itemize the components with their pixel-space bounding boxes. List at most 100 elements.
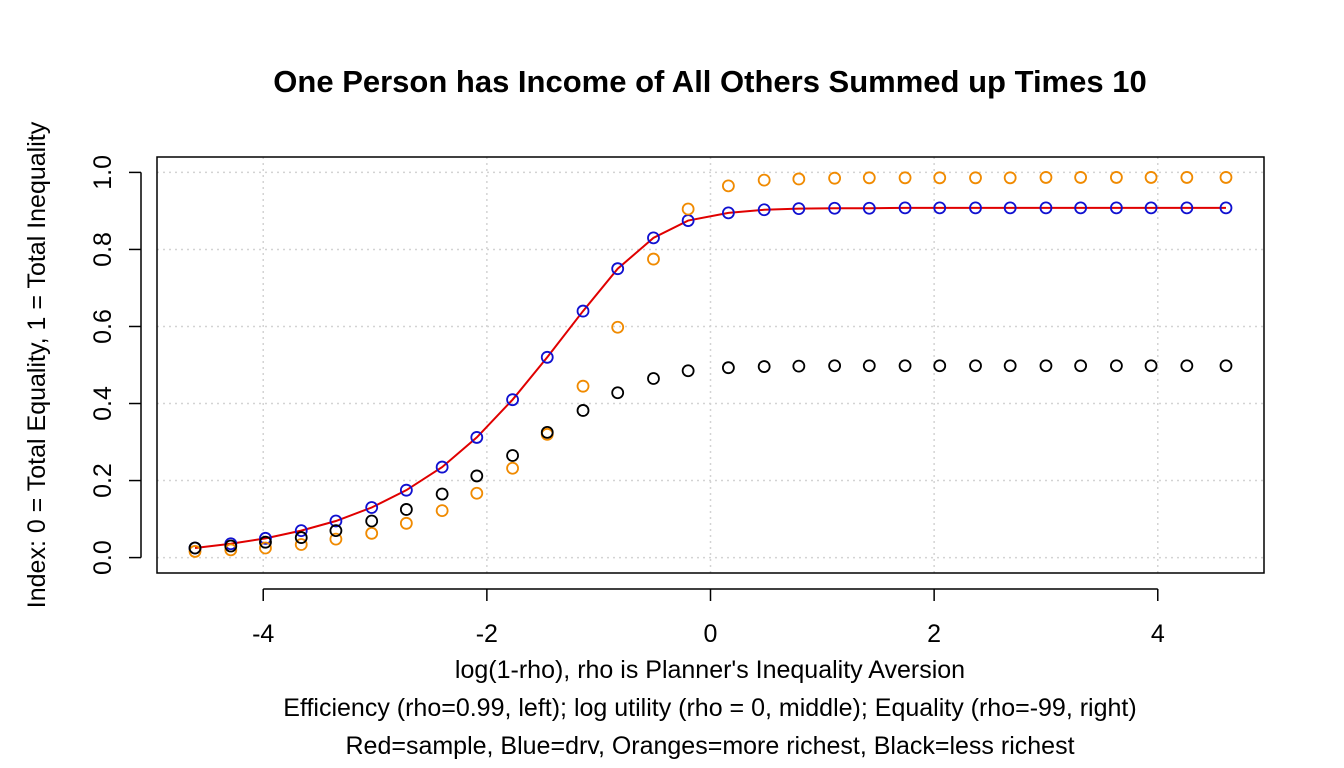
- data-point: [647, 372, 660, 385]
- data-point: [399, 503, 413, 516]
- data-point: [933, 171, 947, 185]
- x-tick-label: -2: [476, 620, 498, 648]
- data-point: [1110, 359, 1123, 373]
- data-point: [576, 404, 590, 417]
- data-point: [792, 359, 806, 373]
- data-point: [1219, 201, 1233, 215]
- data-point: [1003, 201, 1017, 215]
- y-tick-label: 0.4: [89, 386, 117, 421]
- data-point: [1110, 171, 1123, 184]
- data-point: [757, 203, 771, 217]
- data-point: [1110, 201, 1123, 215]
- chart-title: One Person has Income of All Others Summ…: [273, 64, 1146, 99]
- data-point: [294, 538, 308, 551]
- data-point: [329, 524, 343, 538]
- data-point: [721, 206, 735, 220]
- data-point: [1039, 359, 1053, 373]
- points-black: [188, 359, 1233, 555]
- x-tick-label: 4: [1151, 620, 1165, 648]
- data-point: [969, 359, 982, 373]
- data-point: [540, 426, 554, 439]
- data-point: [1039, 171, 1053, 184]
- data-point: [259, 541, 272, 555]
- data-point: [792, 202, 806, 216]
- data-point: [576, 304, 590, 318]
- data-point: [399, 483, 413, 497]
- data-point: [435, 487, 449, 501]
- data-point: [506, 461, 519, 475]
- data-point: [898, 171, 912, 185]
- data-point: [188, 545, 202, 558]
- data-point: [1144, 359, 1158, 373]
- data-point: [1003, 359, 1017, 373]
- y-tick-label: 0.2: [89, 463, 117, 498]
- data-point: [969, 171, 982, 185]
- data-point: [1219, 171, 1233, 184]
- data-point: [1074, 201, 1088, 215]
- data-point: [1003, 171, 1017, 185]
- x-axis: -4 -2 0 2 4: [252, 588, 1165, 648]
- series-line: [194, 206, 1226, 549]
- data-point: [399, 516, 413, 530]
- data-point: [611, 320, 625, 334]
- data-point: [1074, 171, 1088, 184]
- x-tick-label: 2: [927, 620, 941, 648]
- x-tick-label: 0: [704, 620, 718, 648]
- data-point: [224, 539, 238, 553]
- data-point: [611, 386, 625, 400]
- data-point: [611, 262, 625, 276]
- data-point: [470, 486, 484, 500]
- data-point: [506, 449, 519, 462]
- x-axis-label-line3: Red=sample, Blue=drv, Oranges=more riche…: [345, 732, 1074, 760]
- grid-lines: [157, 157, 1264, 573]
- data-point: [365, 514, 379, 528]
- data-point: [259, 535, 272, 549]
- data-point: [898, 359, 912, 373]
- data-point: [721, 179, 735, 193]
- data-point: [188, 541, 202, 555]
- data-point: [329, 532, 343, 546]
- y-tick-label: 0.8: [89, 232, 117, 267]
- data-point: [828, 171, 842, 185]
- data-point: [721, 361, 735, 375]
- data-point: [1039, 201, 1053, 215]
- series-red: [194, 206, 1226, 549]
- x-axis-label: log(1-rho), rho is Planner's Inequality …: [455, 656, 965, 684]
- data-point: [862, 171, 876, 185]
- data-point: [647, 231, 660, 245]
- data-point: [470, 431, 484, 444]
- data-point: [365, 501, 379, 514]
- data-point: [828, 359, 842, 373]
- y-axis: 0.0 0.2 0.4 0.6 0.8 1.0: [89, 155, 142, 575]
- data-point: [681, 202, 695, 216]
- data-point: [757, 360, 771, 373]
- data-point: [681, 364, 695, 378]
- data-point: [862, 359, 876, 373]
- data-point: [224, 543, 238, 557]
- data-point: [647, 252, 660, 266]
- data-point: [1144, 171, 1158, 184]
- data-point: [862, 201, 876, 215]
- data-point: [1180, 359, 1194, 373]
- data-point: [933, 201, 947, 215]
- data-point: [792, 172, 806, 186]
- data-point: [435, 460, 449, 474]
- data-point: [757, 173, 771, 187]
- data-point: [435, 504, 449, 518]
- data-point: [470, 469, 484, 483]
- data-marks: [188, 171, 1233, 558]
- data-point: [294, 524, 308, 538]
- y-tick-label: 0.6: [89, 309, 117, 344]
- data-point: [933, 359, 947, 373]
- data-point: [540, 350, 554, 364]
- data-point: [329, 514, 343, 528]
- data-point: [828, 201, 842, 215]
- y-tick-label: 1.0: [89, 155, 117, 190]
- points-oranges: [188, 171, 1233, 558]
- data-point: [1180, 171, 1194, 184]
- data-point: [259, 531, 272, 545]
- data-point: [365, 526, 379, 540]
- y-axis-label: Index: 0 = Total Equality, 1 = Total Ine…: [23, 121, 51, 608]
- data-point: [1180, 201, 1194, 215]
